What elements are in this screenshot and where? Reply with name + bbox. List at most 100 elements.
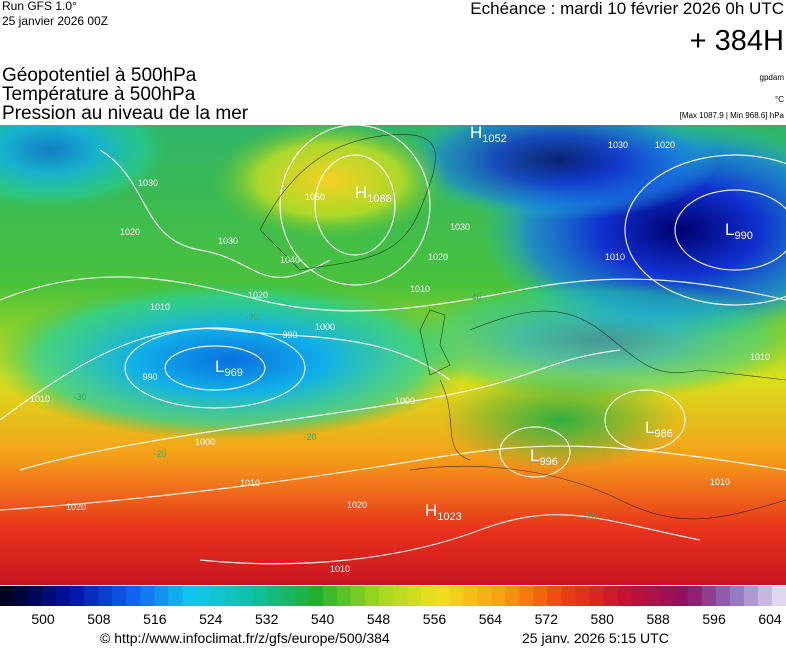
center-value: 996: [539, 456, 557, 468]
center-letter: H: [355, 183, 367, 202]
field-name: Pression au niveau de la mer: [2, 103, 249, 124]
colorbar-label: 532: [255, 611, 279, 627]
contour-label: 1010: [30, 394, 50, 404]
colorbar-swatch: [252, 586, 268, 606]
contour-label: -20: [583, 512, 596, 522]
colorbar-swatch: [407, 586, 422, 606]
colorbar-swatch: [168, 586, 183, 606]
center-letter: H: [425, 501, 437, 520]
valid-time: Echéance : mardi 10 février 2026 0h UTC: [470, 0, 784, 18]
source-link: © http://www.infoclimat.fr/z/gfs/europe/…: [100, 630, 390, 646]
map: [0, 125, 786, 585]
center-letter: L: [530, 446, 539, 465]
colorbar-swatch: [42, 586, 57, 606]
colorbar-swatch: [435, 586, 450, 606]
colorbar-swatch: [56, 586, 71, 606]
colorbar-label: 588: [646, 611, 670, 627]
colorbar-swatch: [575, 586, 590, 606]
contour-label: -20: [303, 432, 316, 442]
colorbar-swatch: [617, 586, 633, 606]
colorbar-swatch: [659, 586, 675, 606]
colorbar-swatch: [14, 586, 29, 606]
colorbar-swatch: [533, 586, 548, 606]
colorbar-swatch: [112, 586, 127, 606]
colorbar-swatch: [0, 586, 15, 606]
center-value: 969: [224, 367, 242, 379]
contour-label: 1010: [240, 478, 260, 488]
pressure-center: H1088: [355, 183, 392, 205]
colorbar-swatch: [126, 586, 141, 606]
colorbar-swatch: [547, 586, 562, 606]
pressure-center: H1052: [470, 123, 507, 145]
contour-label: -30: [245, 312, 258, 322]
contour-label: 1010: [150, 302, 170, 312]
colorbar-swatch: [224, 586, 240, 606]
colorbar-label: 548: [367, 611, 391, 627]
colorbar-label: 556: [423, 611, 447, 627]
colorbar-swatch: [322, 586, 338, 606]
colorbar-swatch: [393, 586, 408, 606]
contour-label: 1050: [305, 192, 325, 202]
contour-label: 1030: [450, 222, 470, 232]
center-letter: L: [215, 357, 224, 376]
colorbar-swatch: [350, 586, 366, 606]
contour-label: 1020: [66, 502, 86, 512]
colorbar-swatch: [463, 586, 478, 606]
colorbar-swatch: [631, 586, 647, 606]
center-value: 1088: [367, 193, 391, 205]
pressure-center: L969: [215, 357, 243, 379]
colorbar-label: 516: [143, 611, 167, 627]
unit-label: °C: [775, 95, 784, 104]
unit-label: gpdam: [760, 73, 785, 82]
colorbar-swatch: [589, 586, 605, 606]
colorbar-swatch: [603, 586, 619, 606]
colorbar-swatch: [757, 586, 773, 606]
contour-label: 1010: [750, 352, 770, 362]
contour-label: 1030: [608, 140, 628, 150]
center-value: 1052: [482, 133, 506, 145]
unit-label: [Max 1087.9 | Min 968.6] hPa: [680, 111, 785, 120]
colorbar-swatch: [210, 586, 226, 606]
colorbar-swatch: [743, 586, 759, 606]
colorbar-label: 508: [87, 611, 111, 627]
colorbar-swatch: [154, 586, 169, 606]
contour-label: 1020: [347, 500, 367, 510]
center-value: 990: [734, 230, 752, 242]
colorbar-label: 540: [311, 611, 335, 627]
contour-label: 1010: [710, 477, 730, 487]
colorbar-swatch: [519, 586, 534, 606]
colorbar-swatch: [364, 586, 380, 606]
contour-label: 1040: [280, 255, 300, 265]
colorbar-swatch: [561, 586, 576, 606]
colorbar-swatch: [771, 586, 786, 606]
contour-label: -20: [153, 449, 166, 459]
colorbar-swatch: [238, 586, 254, 606]
contour-label: 1000: [315, 322, 335, 332]
contour-label: 1010: [410, 284, 430, 294]
colorbar-swatch: [196, 586, 212, 606]
colorbar-label: 604: [758, 611, 782, 627]
colorbar-swatch: [266, 586, 282, 606]
center-value: 1023: [437, 511, 461, 523]
contour-label: 1030: [138, 178, 158, 188]
pressure-center: H1023: [425, 501, 462, 523]
colorbar-swatch: [84, 586, 99, 606]
center-value: 986: [654, 428, 672, 440]
colorbar-swatch: [701, 586, 717, 606]
field-name: Température à 500hPa: [2, 84, 196, 105]
run-date: 25 janvier 2026 00Z: [2, 14, 108, 28]
contour-label: 1020: [120, 227, 140, 237]
colorbar-swatch: [308, 586, 324, 606]
colorbar-label: 500: [31, 611, 55, 627]
colorbar-label: 580: [591, 611, 615, 627]
colorbar-label: 564: [479, 611, 503, 627]
colorbar-swatch: [477, 586, 492, 606]
colorbar-swatch: [280, 586, 296, 606]
contour-label: 990: [282, 330, 297, 340]
center-letter: H: [470, 123, 482, 142]
contour-label: -30: [73, 392, 86, 402]
colorbar-swatch: [449, 586, 464, 606]
colorbar-swatch: [491, 586, 506, 606]
colorbar-swatch: [729, 586, 745, 606]
field-name: Géopotentiel à 500hPa: [2, 65, 197, 86]
